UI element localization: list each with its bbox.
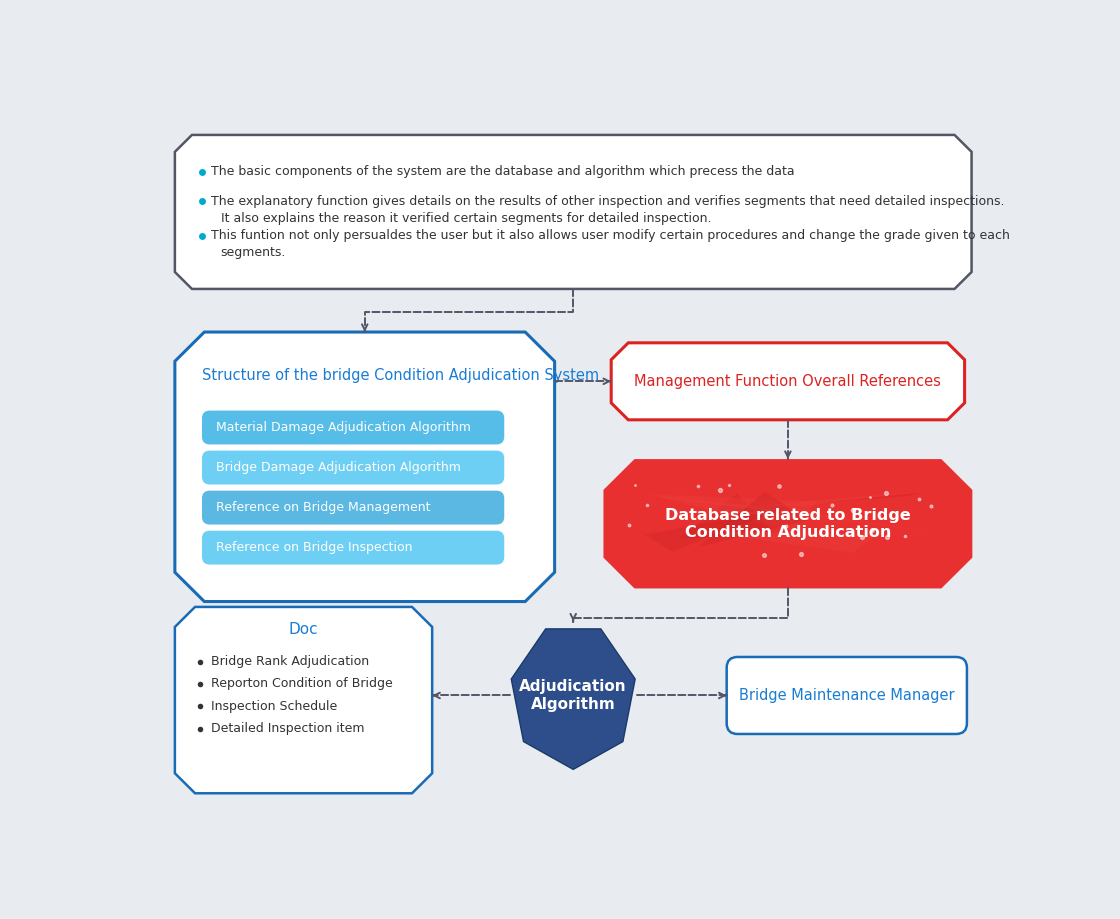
Polygon shape bbox=[175, 135, 971, 289]
Text: The explanatory function gives details on the results of other inspection and ve: The explanatory function gives details o… bbox=[212, 195, 1005, 208]
Text: Adjudication
Algorithm: Adjudication Algorithm bbox=[520, 679, 627, 711]
FancyBboxPatch shape bbox=[202, 491, 504, 525]
Polygon shape bbox=[679, 494, 775, 539]
Text: Inspection Schedule: Inspection Schedule bbox=[212, 699, 337, 713]
Text: Bridge Rank Adjudication: Bridge Rank Adjudication bbox=[212, 655, 370, 668]
Polygon shape bbox=[175, 332, 554, 602]
Text: Reporton Condition of Bridge: Reporton Condition of Bridge bbox=[212, 677, 393, 690]
Polygon shape bbox=[696, 531, 877, 552]
Text: Database related to Bridge
Condition Adjudication: Database related to Bridge Condition Adj… bbox=[665, 507, 911, 540]
Polygon shape bbox=[753, 491, 924, 506]
Text: This funtion not only persualdes the user but it also allows user modify certain: This funtion not only persualdes the use… bbox=[212, 229, 1010, 243]
Text: Management Function Overall References: Management Function Overall References bbox=[634, 374, 941, 389]
Text: Detailed Inspection item: Detailed Inspection item bbox=[212, 722, 365, 735]
Polygon shape bbox=[718, 509, 889, 527]
Polygon shape bbox=[604, 460, 972, 588]
Text: It also explains the reason it verified certain segments for detailed inspection: It also explains the reason it verified … bbox=[221, 211, 711, 224]
Polygon shape bbox=[818, 493, 917, 504]
Polygon shape bbox=[612, 343, 964, 420]
Polygon shape bbox=[645, 507, 786, 551]
FancyBboxPatch shape bbox=[202, 450, 504, 484]
Polygon shape bbox=[648, 494, 816, 531]
Polygon shape bbox=[175, 607, 432, 793]
Text: Doc: Doc bbox=[289, 622, 318, 637]
Text: Reference on Bridge Inspection: Reference on Bridge Inspection bbox=[216, 541, 412, 554]
Text: segments.: segments. bbox=[221, 246, 286, 259]
Polygon shape bbox=[648, 496, 933, 532]
FancyBboxPatch shape bbox=[727, 657, 967, 734]
Text: Bridge Damage Adjudication Algorithm: Bridge Damage Adjudication Algorithm bbox=[216, 461, 460, 474]
FancyBboxPatch shape bbox=[202, 411, 504, 445]
Text: Reference on Bridge Management: Reference on Bridge Management bbox=[216, 501, 430, 514]
Text: The basic components of the system are the database and algorithm which precess : The basic components of the system are t… bbox=[212, 165, 795, 178]
Polygon shape bbox=[690, 510, 728, 526]
Polygon shape bbox=[511, 629, 635, 769]
FancyBboxPatch shape bbox=[202, 530, 504, 564]
Text: Bridge Maintenance Manager: Bridge Maintenance Manager bbox=[739, 688, 954, 703]
Polygon shape bbox=[749, 501, 926, 530]
Polygon shape bbox=[640, 510, 726, 518]
Text: Material Damage Adjudication Algorithm: Material Damage Adjudication Algorithm bbox=[216, 421, 470, 434]
Text: Structure of the bridge Condition Adjudication System: Structure of the bridge Condition Adjudi… bbox=[202, 369, 599, 383]
Polygon shape bbox=[698, 492, 809, 547]
